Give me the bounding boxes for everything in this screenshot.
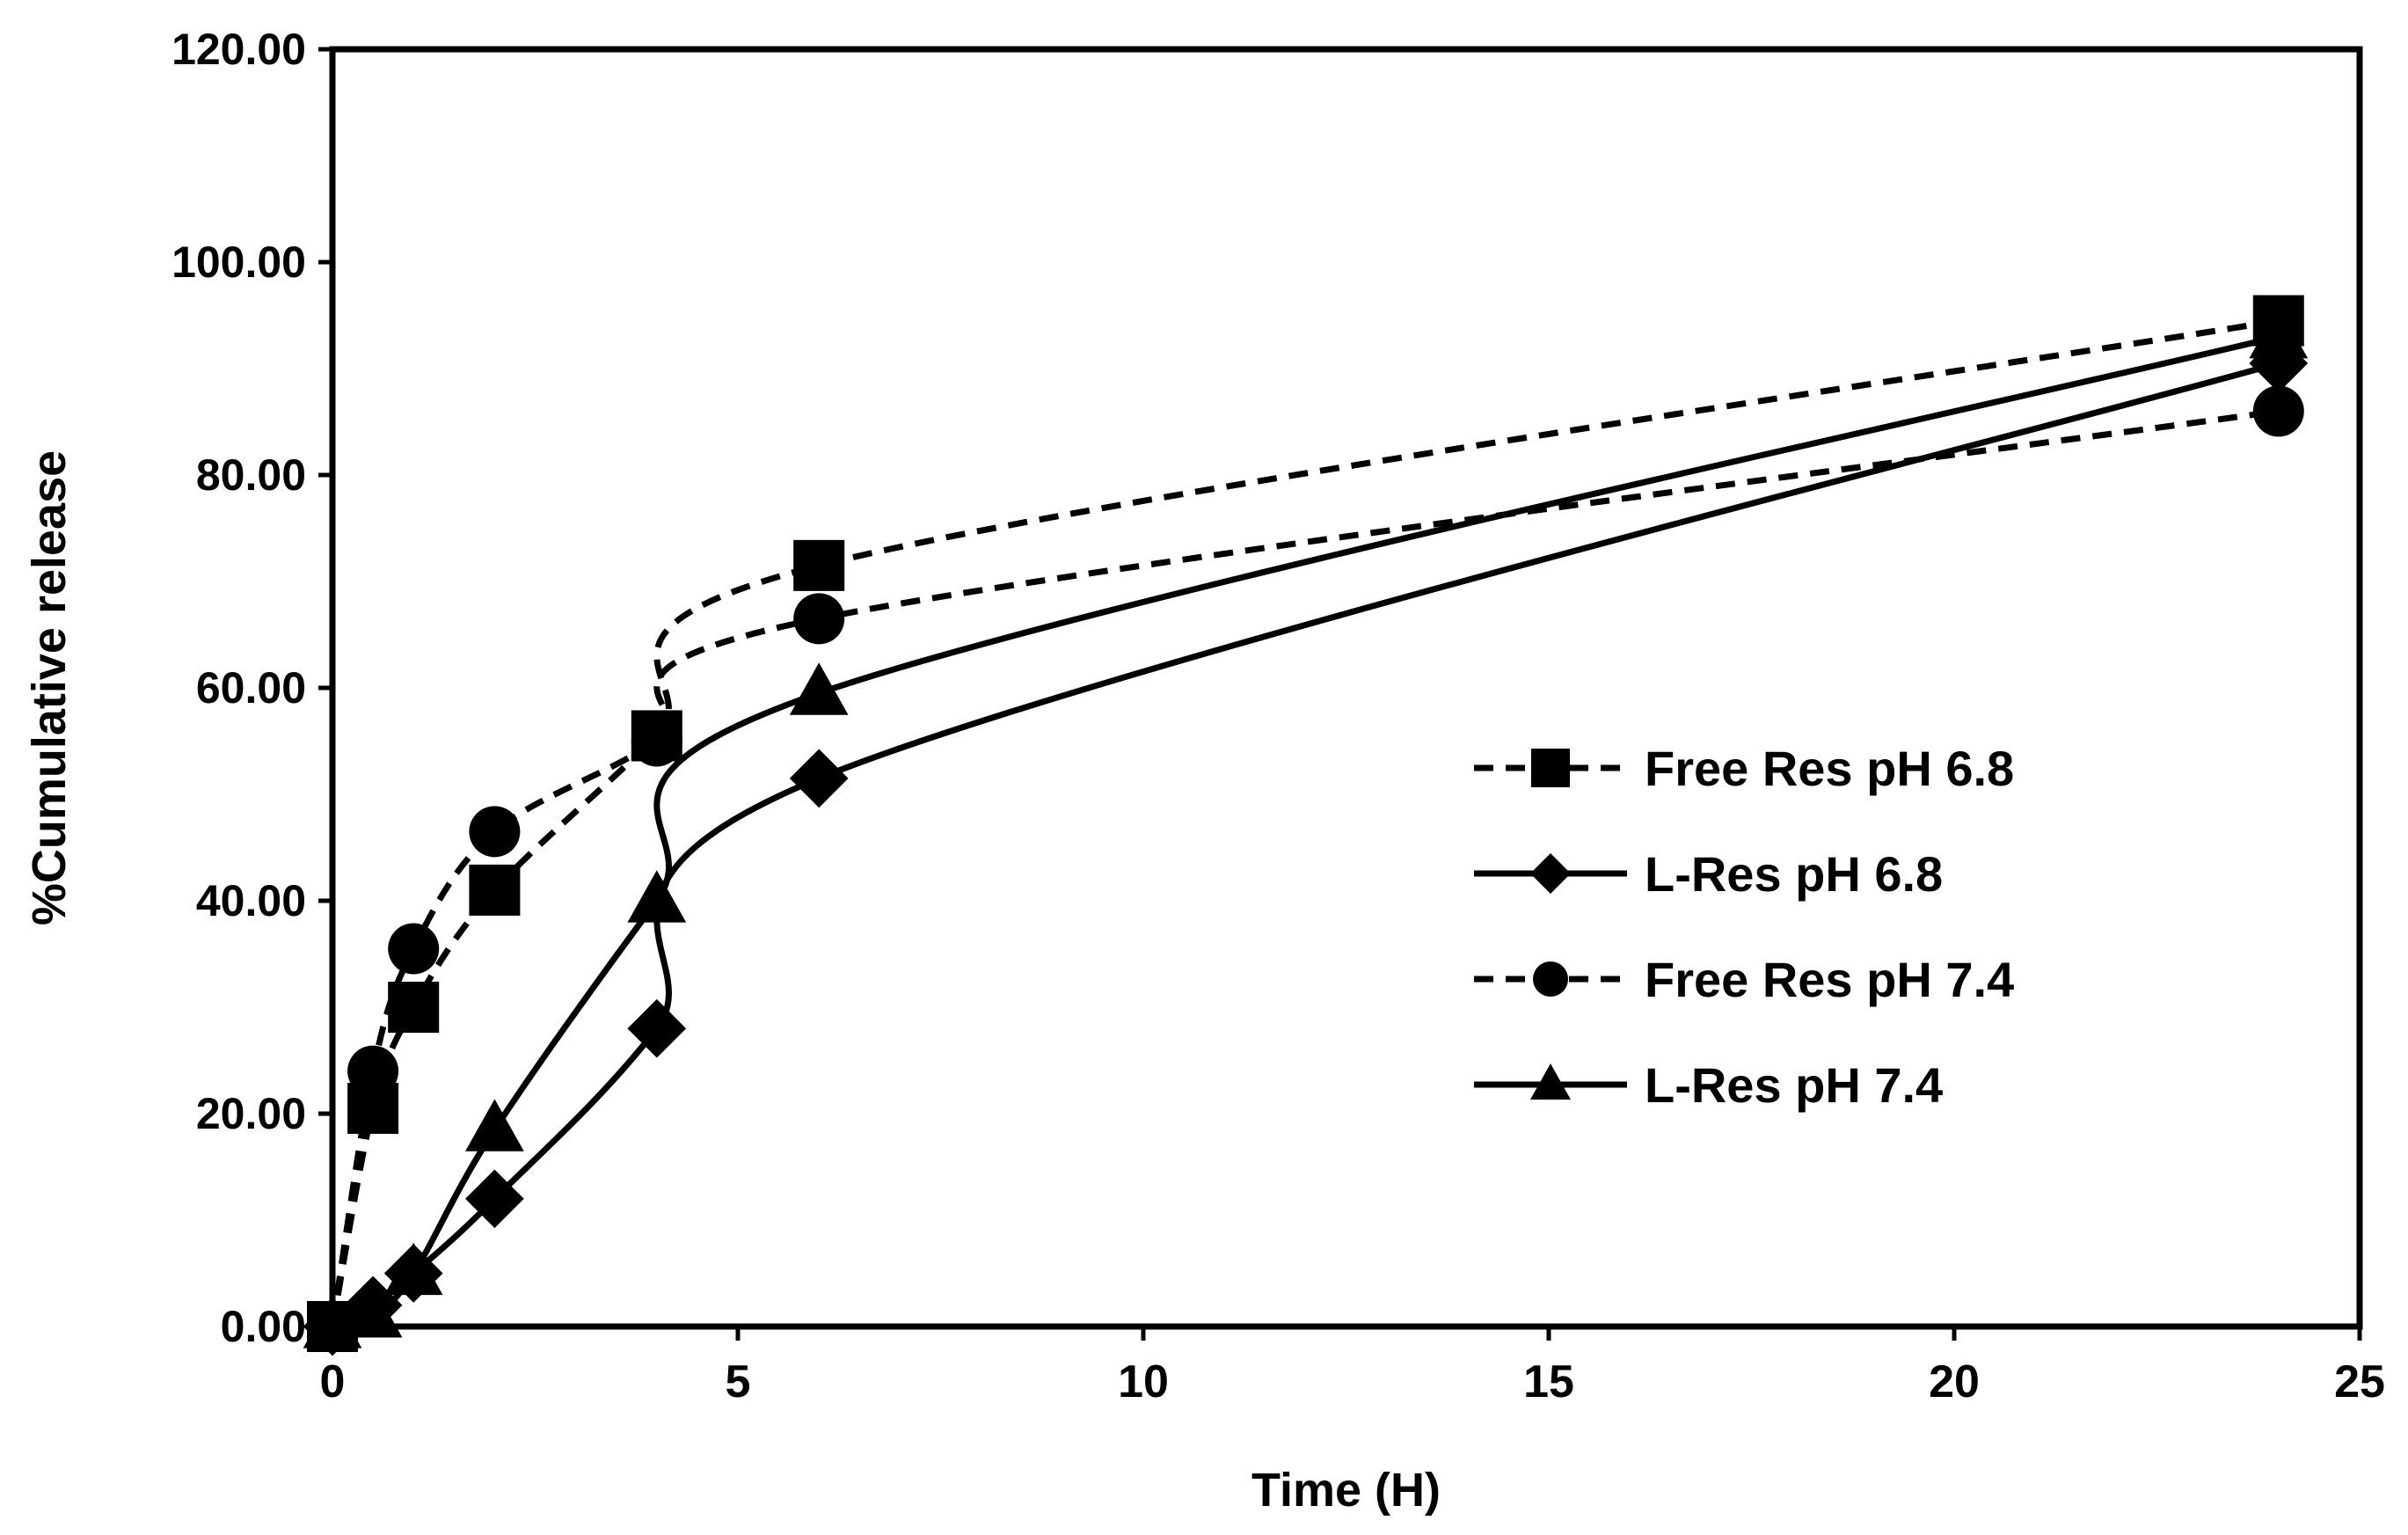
x-tick-label: 15 — [1523, 1356, 1574, 1407]
data-point-l-res-ph-7-4 — [465, 1099, 524, 1151]
legend-label-l-res-ph-7-4: L-Res pH 7.4 — [1645, 1057, 1943, 1113]
y-tick-label: 100.00 — [171, 238, 306, 287]
data-point-free-res-ph-6-8 — [388, 982, 440, 1033]
x-tick-label: 5 — [726, 1356, 751, 1407]
data-point-free-res-ph-7-4 — [793, 593, 845, 645]
x-axis-title: Time (H) — [1251, 1464, 1441, 1517]
data-point-free-res-ph-7-4 — [388, 923, 440, 975]
data-point-l-res-ph-7-4 — [2249, 305, 2309, 359]
data-point-l-res-ph-7-4 — [627, 870, 687, 923]
data-point-l-res-ph-7-4 — [383, 1242, 443, 1296]
data-point-l-res-ph-7-4 — [343, 1285, 403, 1338]
x-tick-label: 20 — [1929, 1356, 1980, 1407]
data-point-free-res-ph-6-8 — [469, 864, 521, 916]
data-point-l-res-ph-6-8 — [789, 749, 849, 808]
legend-marker-free-res-ph-7-4 — [1533, 961, 1568, 997]
data-point-free-res-ph-6-8 — [793, 539, 845, 591]
data-point-free-res-ph-7-4 — [631, 715, 682, 767]
legend-marker-l-res-ph-7-4 — [1530, 1064, 1571, 1100]
y-tick-label: 60.00 — [196, 663, 306, 713]
data-point-free-res-ph-7-4 — [2252, 385, 2304, 437]
x-tick-label: 0 — [320, 1356, 346, 1407]
x-tick-label: 25 — [2334, 1356, 2385, 1407]
data-point-free-res-ph-7-4 — [347, 1045, 399, 1097]
data-point-l-res-ph-7-4 — [789, 662, 849, 715]
x-tick-label: 10 — [1118, 1356, 1169, 1407]
y-tick-label: 40.00 — [196, 876, 306, 925]
y-tick-label: 0.00 — [221, 1302, 306, 1351]
y-tick-label: 80.00 — [196, 450, 306, 500]
y-tick-label: 120.00 — [171, 25, 306, 74]
legend-label-free-res-ph-6-8: Free Res pH 6.8 — [1645, 741, 2014, 796]
legend-label-free-res-ph-7-4: Free Res pH 7.4 — [1645, 952, 2014, 1007]
data-point-free-res-ph-7-4 — [469, 806, 521, 858]
data-point-l-res-ph-6-8 — [465, 1169, 524, 1229]
legend-marker-l-res-ph-6-8 — [1530, 853, 1571, 894]
y-tick-label: 20.00 — [196, 1089, 306, 1138]
legend-label-l-res-ph-6-8: L-Res pH 6.8 — [1645, 846, 1943, 902]
legend-marker-free-res-ph-6-8 — [1531, 749, 1570, 787]
data-point-l-res-ph-6-8 — [627, 998, 687, 1058]
y-axis-title: %Cumulative release — [23, 450, 76, 925]
